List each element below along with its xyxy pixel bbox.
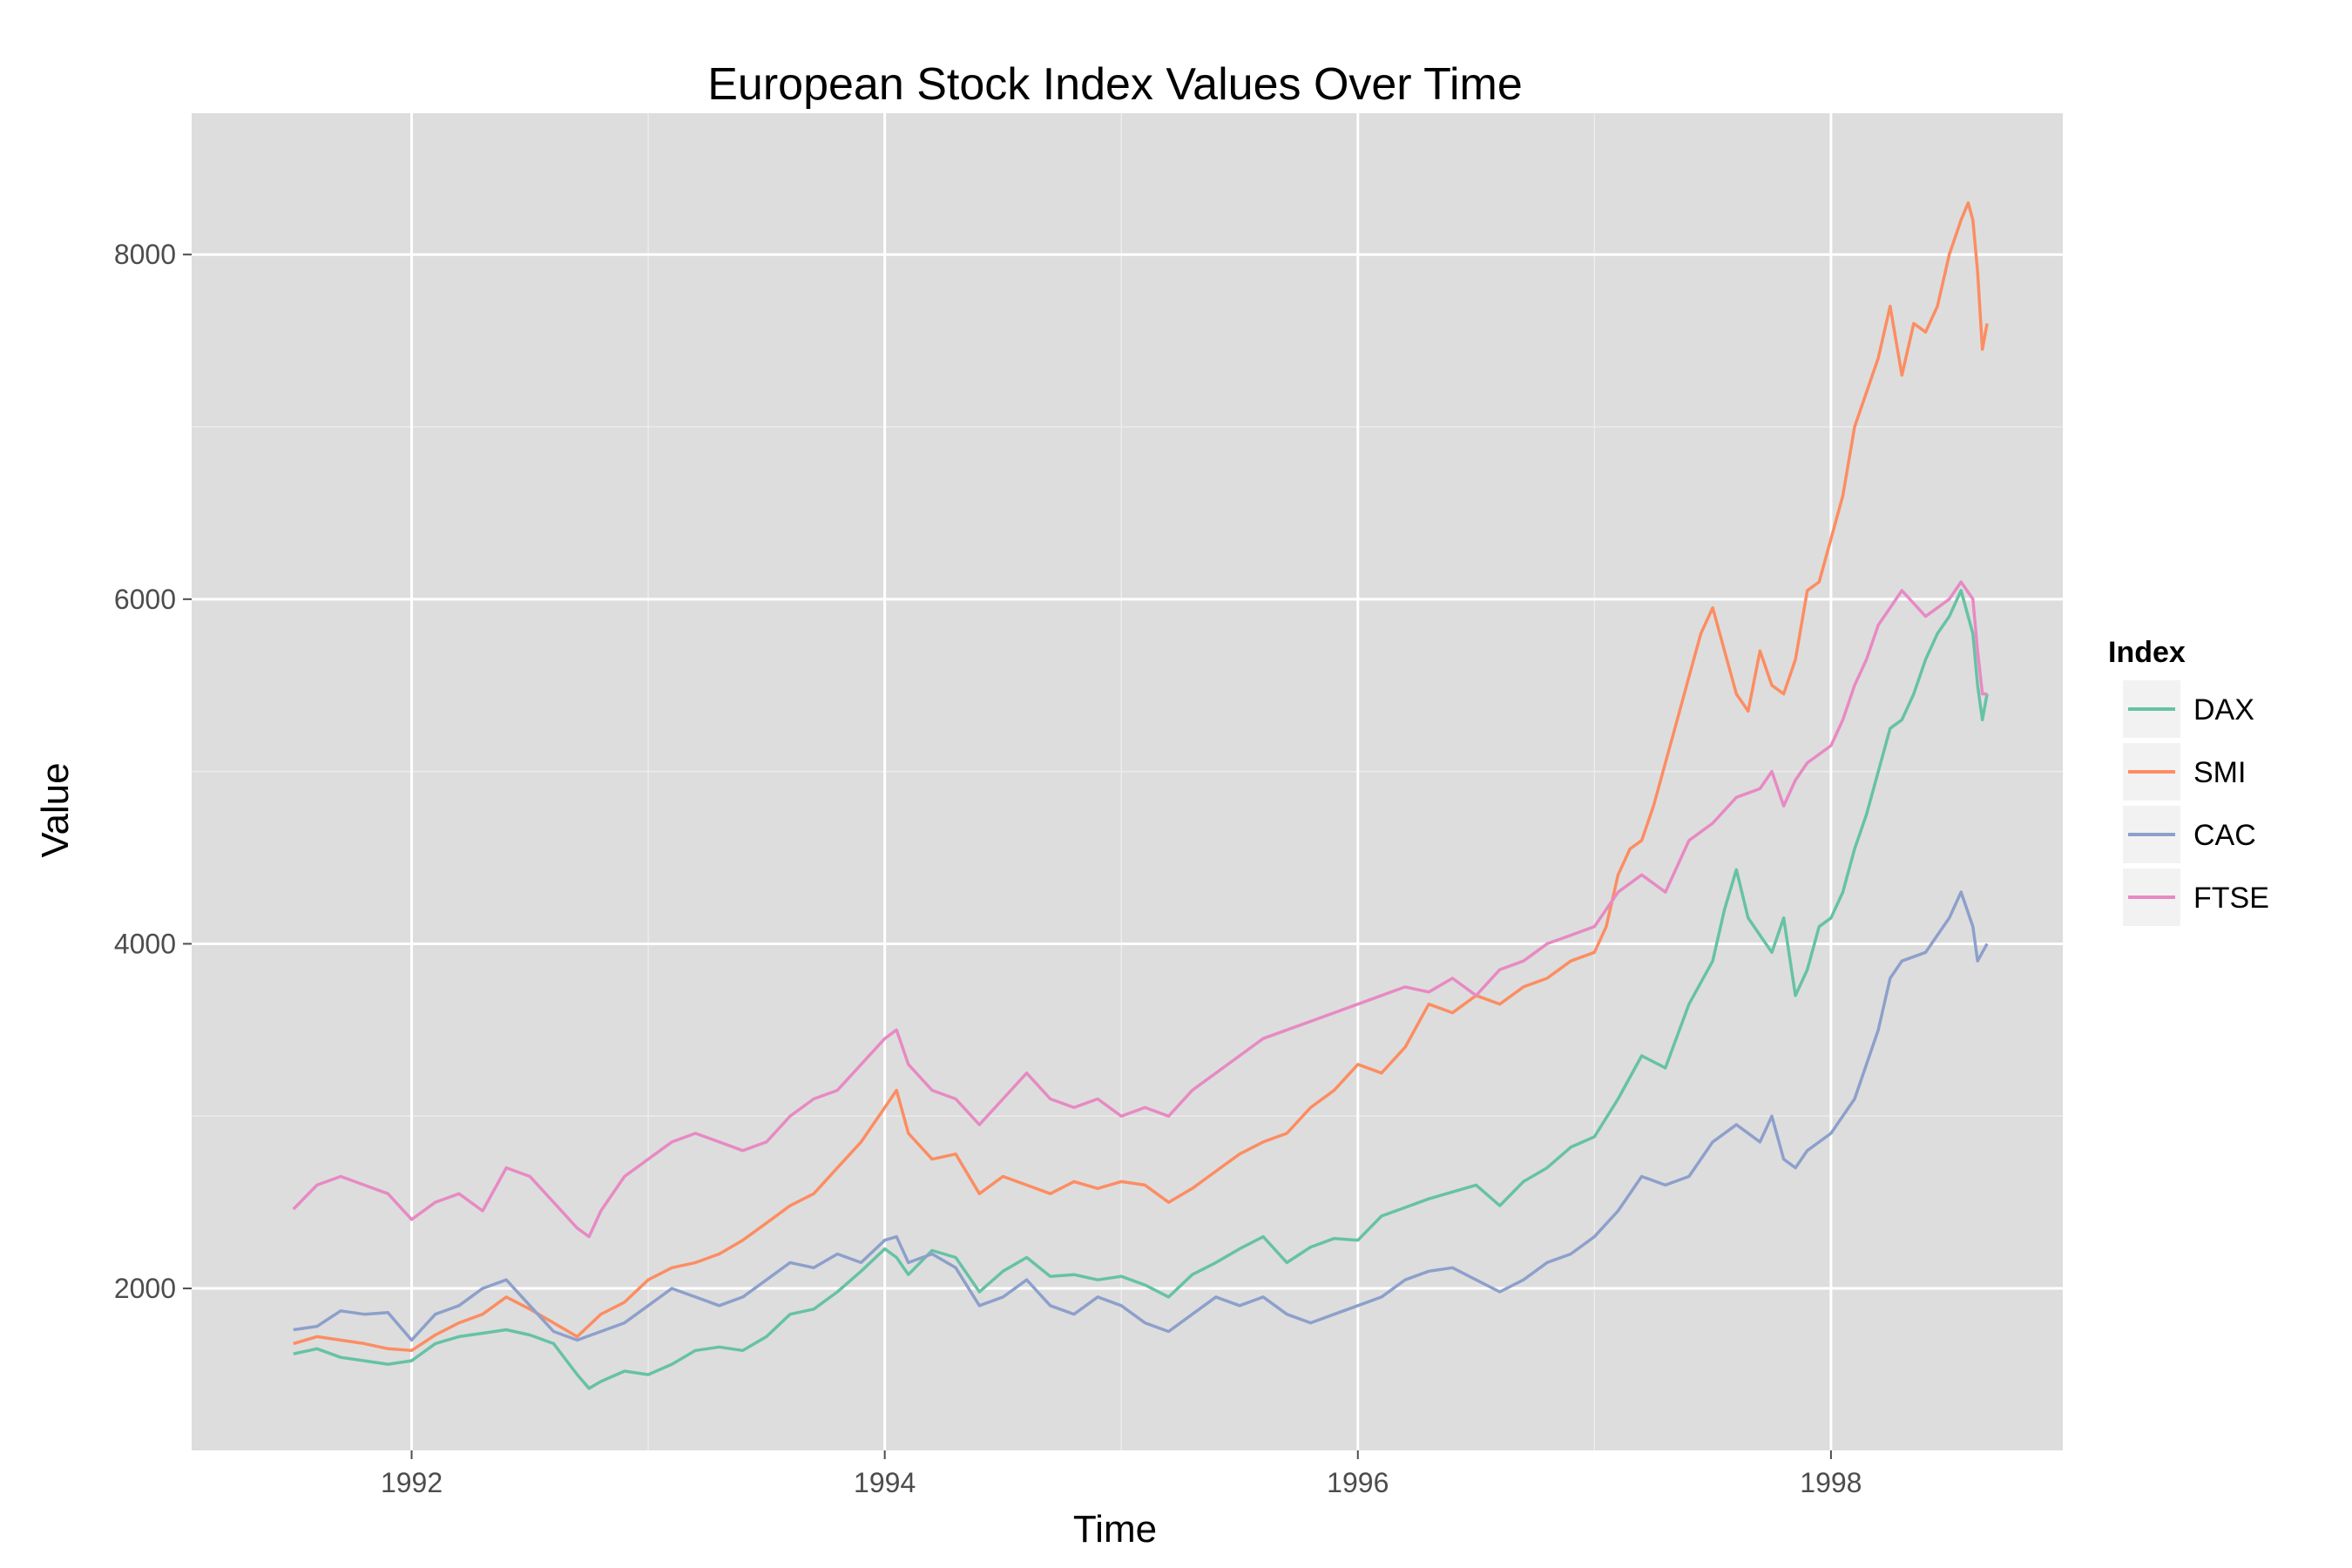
series-line-smi: [293, 201, 1989, 1353]
x-tick-label: 1994: [854, 1467, 916, 1498]
legend-title: Index: [2108, 636, 2186, 669]
legend-label: DAX: [2193, 693, 2254, 727]
legend: Index DAX SMI CAC FTSE: [2108, 636, 2269, 928]
x-tick-label: 1998: [1800, 1467, 1862, 1498]
y-tick-label: 8000: [114, 239, 176, 270]
series-lines: [292, 201, 1989, 1390]
chart-title: European Stock Index Values Over Time: [707, 59, 1523, 110]
y-tick-label: 4000: [114, 928, 176, 959]
y-tick-label: 6000: [114, 584, 176, 615]
legend-label: SMI: [2193, 756, 2246, 789]
x-tick-label: 1996: [1327, 1467, 1389, 1498]
plot-panel: [192, 113, 2063, 1450]
y-axis-title: Value: [34, 762, 77, 857]
y-axis: 2000 4000 6000 8000: [114, 239, 192, 1304]
legend-label: FTSE: [2193, 882, 2269, 915]
series-line-cac: [293, 890, 1989, 1342]
y-tick-label: 2000: [114, 1273, 176, 1304]
series-line-ftse: [292, 580, 1988, 1239]
major-gridlines: [192, 113, 2063, 1450]
legend-label: CAC: [2193, 819, 2256, 852]
x-axis-title: Time: [1073, 1508, 1157, 1551]
series-line-dax: [293, 589, 1989, 1390]
x-axis: 1992 1994 1996 1998: [381, 1450, 1862, 1498]
x-tick-label: 1992: [381, 1467, 443, 1498]
minor-gridlines: [192, 113, 2063, 1450]
